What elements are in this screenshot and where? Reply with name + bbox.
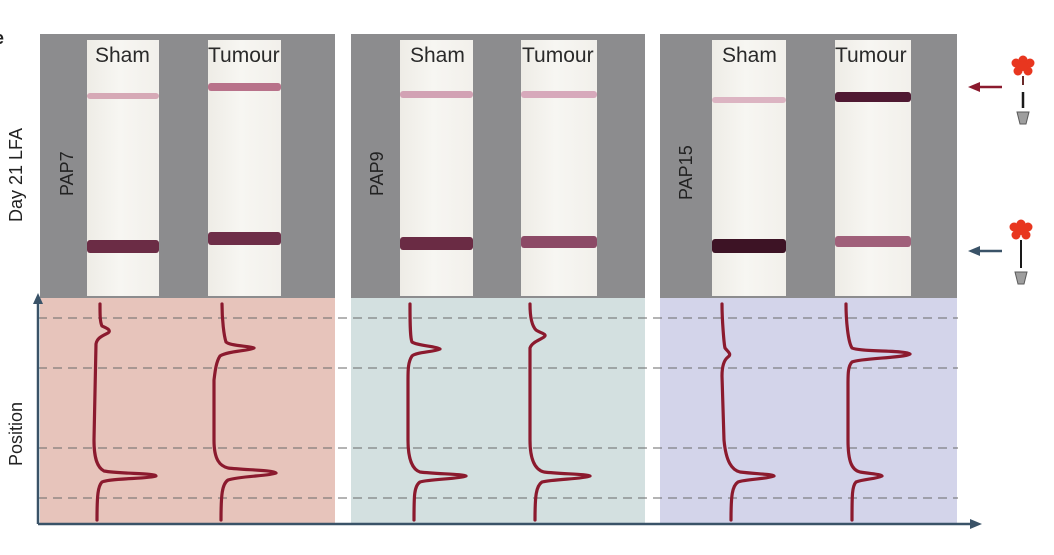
test-band <box>208 83 281 91</box>
strip-label-tumour: Tumour <box>208 44 280 67</box>
test-line-probe-icon <box>1011 55 1035 125</box>
strip-label-tumour: Tumour <box>522 44 594 67</box>
trace-pap7-tumour <box>212 302 278 522</box>
control-band <box>400 237 473 250</box>
test-band <box>712 97 786 103</box>
test-line-arrow <box>968 82 1002 92</box>
strip-pap15-sham <box>712 40 786 296</box>
profile-bg-pap7 <box>40 298 335 523</box>
control-band <box>712 239 786 253</box>
strip-pap7-tumour <box>208 40 281 296</box>
x-axis-arrowhead <box>970 519 982 529</box>
control-band <box>521 236 597 248</box>
strip-pap9-sham <box>400 40 473 296</box>
control-line-arrow <box>968 246 1002 256</box>
trace-pap9-tumour <box>528 302 592 522</box>
trace-pap15-sham <box>720 302 776 522</box>
test-band <box>521 91 597 98</box>
control-band <box>87 240 159 253</box>
y-axis-arrowhead <box>33 293 43 304</box>
control-band <box>835 236 911 247</box>
strip-pap15-tumour <box>835 40 911 296</box>
strip-label-sham: Sham <box>410 44 465 67</box>
trace-pap9-sham <box>406 302 468 522</box>
panel-letter: e <box>0 28 4 49</box>
trace-pap15-tumour <box>844 302 912 522</box>
control-band <box>208 232 281 245</box>
strip-pap9-tumour <box>521 40 597 296</box>
profile-bg-pap15 <box>660 298 957 523</box>
control-line-probe-icon <box>1009 219 1033 285</box>
test-band <box>87 93 159 99</box>
dashed-guides <box>38 317 958 499</box>
strip-label-tumour: Tumour <box>835 44 907 67</box>
test-band <box>400 91 473 98</box>
profile-bg-pap9 <box>351 298 645 523</box>
strip-pap7-sham <box>87 40 159 296</box>
trace-pap7-sham <box>92 302 158 522</box>
test-band <box>835 92 911 102</box>
strip-label-sham: Sham <box>95 44 150 67</box>
strip-label-sham: Sham <box>722 44 777 67</box>
